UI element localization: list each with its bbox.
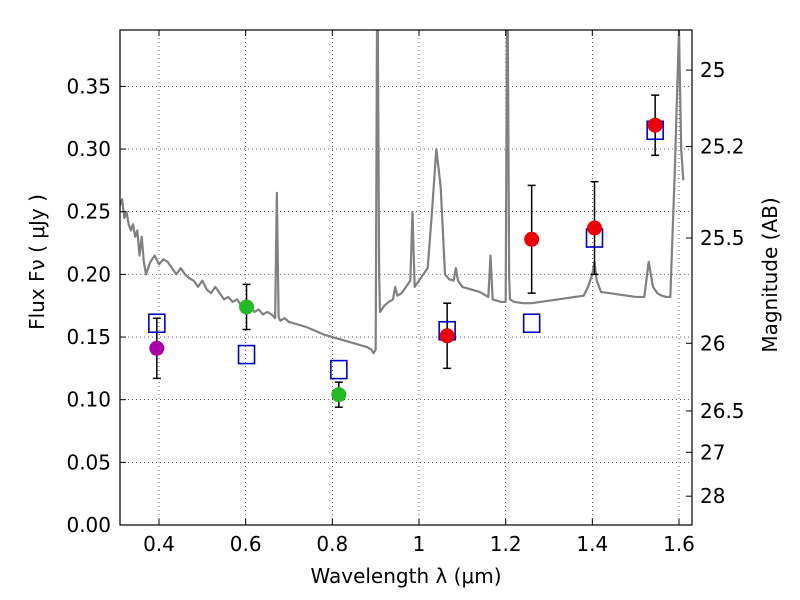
spectrum-layer — [120, 30, 685, 355]
model-photometry-square — [330, 359, 348, 380]
right-tick-label: 28 — [700, 484, 725, 508]
x-axis-title: Wavelength λ (μm) — [310, 564, 501, 588]
y-axis-title-left: Flux Fν ( μJy ) — [25, 194, 49, 330]
model-photometry-square — [237, 344, 256, 365]
y-tick-label: 0.05 — [66, 450, 111, 474]
x-tick-label: 1.4 — [576, 532, 608, 556]
tick-label-layer: 0.4 0.6 0.8 1 1.2 1.4 1.6 0.00 0.05 0.10 0.15 0.20 0… — [66, 58, 744, 556]
x-tick-label: 1.6 — [663, 532, 695, 556]
right-tick-label: 27 — [700, 440, 725, 464]
right-tick-label: 25.5 — [700, 226, 745, 250]
y-tick-label: 0.30 — [66, 137, 111, 161]
photometry-point — [587, 220, 602, 236]
model-photometry-square — [148, 313, 166, 334]
right-tick-label: 26.5 — [700, 399, 745, 423]
x-tick-label: 0.8 — [316, 532, 348, 556]
right-tick-label: 25 — [700, 58, 725, 82]
photometry-point — [239, 299, 255, 315]
x-tick-label: 0.4 — [143, 532, 175, 556]
photometry-point — [331, 387, 347, 403]
model-spectrum-line — [120, 30, 685, 355]
tick-layer — [120, 30, 692, 526]
x-tick-label: 0.6 — [230, 532, 262, 556]
y-tick-label: 0.35 — [66, 74, 111, 98]
photometry-point — [647, 117, 663, 133]
x-tick-label: 1 — [413, 532, 426, 556]
y-tick-label: 0.10 — [66, 388, 111, 412]
right-tick-label: 25.2 — [700, 135, 745, 159]
y-tick-label: 0.00 — [66, 513, 111, 537]
right-tick-label: 26 — [700, 331, 725, 355]
photometry-point — [524, 231, 540, 247]
x-tick-label: 1.2 — [490, 532, 522, 556]
model-photometry-layer — [148, 120, 664, 380]
y-tick-label: 0.20 — [66, 262, 111, 286]
model-photometry-square — [522, 313, 541, 334]
y-axis-title-right: Magnitude (AB) — [758, 197, 782, 352]
y-tick-label: 0.15 — [66, 325, 111, 349]
errorbar-layer — [152, 94, 660, 408]
y-tick-label: 0.25 — [66, 200, 111, 224]
grid-layer — [120, 30, 692, 526]
photometry-point — [439, 328, 455, 344]
plot-frame — [119, 29, 693, 526]
photometry-layer — [149, 117, 663, 403]
photometry-point — [149, 340, 165, 356]
